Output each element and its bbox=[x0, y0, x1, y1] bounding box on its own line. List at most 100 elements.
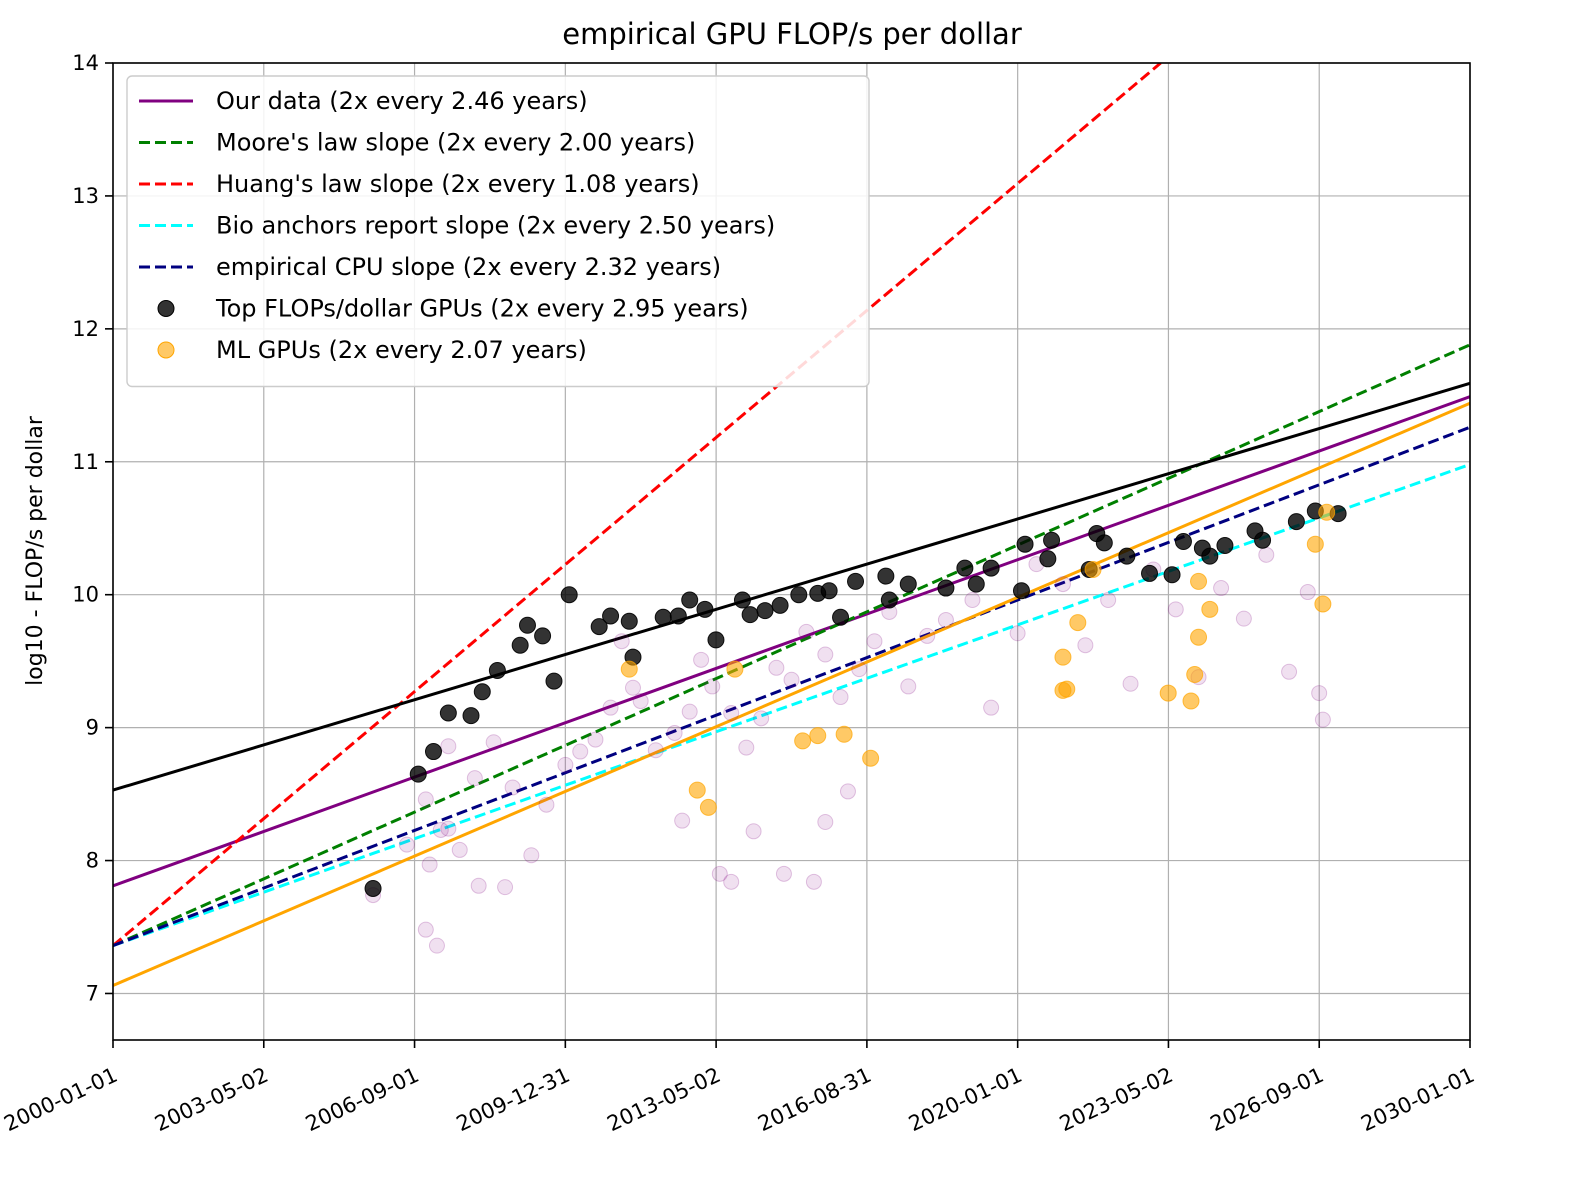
scatter-point bbox=[462, 707, 480, 725]
scatter-point bbox=[1016, 535, 1034, 553]
scatter-point bbox=[900, 678, 917, 695]
scatter-point bbox=[417, 791, 434, 808]
scatter-point bbox=[1159, 684, 1177, 702]
scatter-point bbox=[497, 879, 514, 896]
scatter-point bbox=[699, 798, 717, 816]
scatter-point bbox=[809, 727, 827, 745]
scatter-point bbox=[956, 559, 974, 577]
scatter-point bbox=[451, 841, 468, 858]
scatter-point bbox=[440, 820, 457, 837]
scatter-point bbox=[1118, 547, 1136, 565]
y-tick-label: 11 bbox=[72, 450, 99, 474]
scatter-point bbox=[1141, 564, 1159, 582]
scatter-point bbox=[681, 591, 699, 609]
scatter-point bbox=[654, 608, 672, 626]
scatter-point bbox=[723, 705, 740, 722]
scatter-point bbox=[877, 567, 895, 585]
scatter-point bbox=[745, 823, 762, 840]
trend-line bbox=[113, 343, 1470, 947]
scatter-point bbox=[835, 725, 853, 743]
legend-entry-label: empirical CPU slope (2x every 2.32 years… bbox=[216, 253, 721, 281]
scatter-point bbox=[424, 743, 442, 761]
scatter-point bbox=[523, 847, 540, 864]
scatter-point bbox=[647, 742, 664, 759]
scatter-point bbox=[693, 651, 710, 668]
scatter-point bbox=[557, 756, 574, 773]
scatter-point bbox=[768, 659, 785, 676]
scatter-point bbox=[1281, 663, 1298, 680]
scatter-point bbox=[466, 770, 483, 787]
scatter-point bbox=[937, 611, 954, 628]
scatter-point bbox=[696, 600, 714, 618]
scatter-point bbox=[733, 591, 751, 609]
scatter-point bbox=[1213, 580, 1230, 597]
scatter-point bbox=[775, 865, 792, 882]
scatter-point bbox=[1314, 595, 1332, 613]
scatter-point bbox=[613, 633, 630, 650]
chart-title: empirical GPU FLOP/s per dollar bbox=[562, 17, 1022, 51]
legend-entry-label: Huang's law slope (2x every 1.08 years) bbox=[216, 170, 700, 198]
scatter-point bbox=[620, 660, 638, 678]
y-tick-label: 7 bbox=[86, 981, 99, 1005]
scatter-point bbox=[756, 602, 774, 620]
y-axis-label: log10 - FLOP/s per dollar bbox=[23, 415, 48, 686]
scatter-point bbox=[428, 937, 445, 954]
scatter-point bbox=[364, 879, 382, 897]
scatter-point bbox=[1054, 576, 1071, 593]
scatter-point bbox=[421, 856, 438, 873]
legend-entry-label: Top FLOPs/dollar GPUs (2x every 2.95 yea… bbox=[215, 295, 749, 323]
scatter-point bbox=[726, 660, 744, 678]
scatter-point bbox=[741, 606, 759, 624]
scatter-point bbox=[839, 783, 856, 800]
scatter-point bbox=[511, 636, 529, 654]
scatter-point bbox=[1163, 566, 1181, 584]
scatter-point bbox=[602, 699, 619, 716]
scatter-point bbox=[632, 693, 649, 710]
scatter-point bbox=[488, 661, 506, 679]
scatter-point bbox=[1186, 665, 1204, 683]
legend-point-swatch bbox=[157, 341, 175, 359]
scatter-point bbox=[440, 738, 457, 755]
y-axis-ticks: 7 8 9 10 11 12 13 14 bbox=[72, 51, 113, 1005]
scatter-point bbox=[832, 689, 849, 706]
scatter-point bbox=[1174, 533, 1192, 551]
scatter-point bbox=[1167, 601, 1184, 618]
scatter-point bbox=[967, 575, 985, 593]
y-tick-label: 13 bbox=[72, 184, 99, 208]
scatter-point bbox=[545, 672, 563, 690]
scatter-point bbox=[783, 671, 800, 688]
scatter-point bbox=[862, 749, 880, 767]
scatter-point bbox=[620, 612, 638, 630]
scatter-point bbox=[473, 683, 491, 701]
scatter-point bbox=[674, 812, 691, 829]
scatter-point bbox=[572, 743, 589, 760]
y-tick-label: 12 bbox=[72, 317, 99, 341]
scatter-point bbox=[790, 586, 808, 604]
scatter-point bbox=[817, 814, 834, 831]
scatter-point bbox=[1077, 637, 1094, 654]
scatter-point bbox=[982, 559, 1000, 577]
scatter-point bbox=[707, 631, 725, 649]
legend-entry-label: Moore's law slope (2x every 2.00 years) bbox=[216, 129, 695, 157]
y-tick-label: 14 bbox=[72, 51, 99, 75]
scatter-point bbox=[417, 921, 434, 938]
scatter-point bbox=[485, 734, 502, 751]
y-tick-label: 9 bbox=[86, 716, 99, 740]
scatter-point bbox=[688, 781, 706, 799]
trend-line bbox=[113, 395, 1470, 888]
scatter-point bbox=[738, 739, 755, 756]
scatter-point bbox=[590, 618, 608, 636]
scatter-point bbox=[1216, 537, 1234, 555]
scatter-points bbox=[364, 502, 1347, 954]
scatter-point bbox=[1201, 600, 1219, 618]
scatter-point bbox=[866, 633, 883, 650]
scatter-point bbox=[964, 592, 981, 609]
scatter-point bbox=[723, 873, 740, 890]
scatter-point bbox=[771, 596, 789, 614]
scatter-point bbox=[851, 661, 868, 678]
scatter-point bbox=[1043, 531, 1061, 549]
scatter-point bbox=[937, 579, 955, 597]
scatter-point bbox=[753, 710, 770, 727]
legend: Our data (2x every 2.46 years) Moore's la… bbox=[126, 75, 870, 388]
scatter-point bbox=[805, 873, 822, 890]
